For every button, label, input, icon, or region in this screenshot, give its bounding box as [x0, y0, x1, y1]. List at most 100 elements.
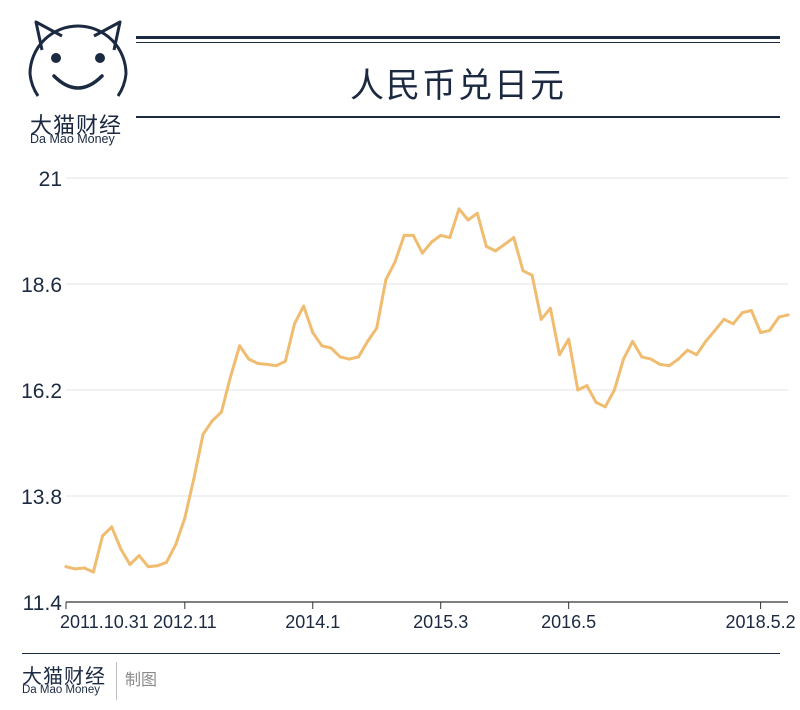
data-point — [384, 278, 388, 282]
data-point — [366, 339, 370, 343]
data-point — [768, 328, 772, 332]
data-point — [356, 355, 360, 359]
data-point — [475, 211, 479, 215]
data-point — [155, 564, 159, 568]
data-point — [174, 543, 178, 547]
data-point — [713, 328, 717, 332]
x-tick-label: 2014.1 — [285, 612, 340, 632]
y-tick-label: 11.4 — [23, 592, 63, 615]
data-point — [704, 339, 708, 343]
data-point — [311, 331, 315, 335]
data-point — [347, 357, 351, 361]
data-point — [503, 242, 507, 246]
data-point — [594, 400, 598, 404]
data-point — [722, 317, 726, 321]
data-point — [256, 362, 260, 365]
data-point — [548, 306, 552, 310]
x-tick-label: 2018.5.2 — [726, 612, 796, 632]
data-point — [749, 309, 753, 312]
data-point — [265, 362, 269, 366]
data-point — [539, 317, 543, 321]
data-point — [439, 233, 443, 237]
data-point — [685, 348, 689, 352]
footer-brand-en: Da Mao Money — [22, 684, 100, 696]
data-point — [73, 567, 77, 571]
x-tick-label: 2015.3 — [413, 612, 468, 632]
data-point — [82, 566, 86, 570]
series-line — [64, 207, 790, 574]
x-axis-ticks: 2011.10.31 2012.11 2014.1 2015.3 2016.5 2018.… — [60, 602, 796, 632]
data-point — [146, 565, 150, 569]
data-point — [466, 218, 470, 222]
y-tick-label: 21 — [39, 168, 62, 191]
data-point — [676, 357, 680, 361]
data-point — [759, 331, 763, 335]
data-point — [484, 244, 488, 248]
data-point — [457, 207, 461, 211]
y-tick-label: 13.8 — [21, 486, 62, 509]
line-chart: 21 18.6 16.2 13.8 11.4 2011.10.31 2012.11 2014… — [21, 168, 796, 632]
y-tick-label: 16.2 — [21, 380, 62, 403]
data-point — [512, 236, 516, 240]
data-point — [603, 405, 607, 409]
data-point — [91, 570, 95, 574]
data-point — [192, 476, 196, 480]
top-rule-thick — [136, 36, 780, 39]
data-point — [530, 273, 534, 277]
data-point — [292, 322, 296, 326]
data-point — [183, 516, 187, 520]
data-point — [576, 388, 580, 392]
data-point — [329, 346, 333, 350]
brand-name-cn: 大猫财经 — [30, 114, 123, 139]
data-point — [420, 251, 424, 255]
x-tick-label: 2016.5 — [541, 612, 596, 632]
data-point — [777, 315, 781, 319]
data-point — [585, 384, 589, 388]
title-underline — [136, 116, 780, 118]
data-point — [731, 322, 735, 326]
series-layer — [64, 207, 790, 574]
data-point — [320, 344, 324, 348]
data-point — [740, 311, 744, 315]
data-point — [695, 353, 699, 357]
data-point — [274, 364, 278, 368]
data-point — [283, 359, 287, 363]
data-point — [110, 525, 114, 529]
data-point — [338, 355, 342, 359]
data-point — [631, 339, 635, 343]
data-point — [165, 560, 169, 564]
data-point — [247, 357, 251, 361]
data-point — [640, 355, 644, 359]
data-point — [567, 337, 571, 341]
data-point — [219, 410, 223, 414]
data-point — [430, 240, 434, 244]
data-point — [128, 562, 132, 566]
data-point — [375, 326, 379, 330]
data-point — [667, 364, 671, 368]
chart-title: 人民币兑日元 — [350, 66, 566, 106]
data-point — [137, 554, 141, 558]
data-point — [521, 269, 525, 273]
data-point — [494, 249, 498, 253]
cat-face-icon — [28, 20, 128, 97]
footer-separator — [116, 662, 117, 700]
data-point — [64, 565, 68, 569]
data-point — [393, 260, 397, 264]
footer-brand-cn: 大猫财经 — [22, 664, 106, 688]
y-axis-ticks: 21 18.6 16.2 13.8 11.4 — [21, 168, 62, 615]
data-point — [238, 344, 242, 348]
data-point — [302, 304, 306, 308]
data-point — [558, 353, 562, 357]
data-point — [101, 534, 105, 538]
x-tick-label: 2012.11 — [153, 612, 217, 632]
data-point — [612, 388, 616, 392]
data-point — [786, 313, 790, 317]
x-tick-label: 2011.10.31 — [60, 612, 149, 632]
data-point — [621, 357, 625, 361]
footer-made-by: 制图 — [125, 670, 158, 689]
data-point — [658, 362, 662, 366]
data-point — [201, 432, 205, 436]
data-point — [411, 233, 415, 237]
footer-rule — [22, 653, 780, 654]
data-point — [210, 419, 214, 423]
